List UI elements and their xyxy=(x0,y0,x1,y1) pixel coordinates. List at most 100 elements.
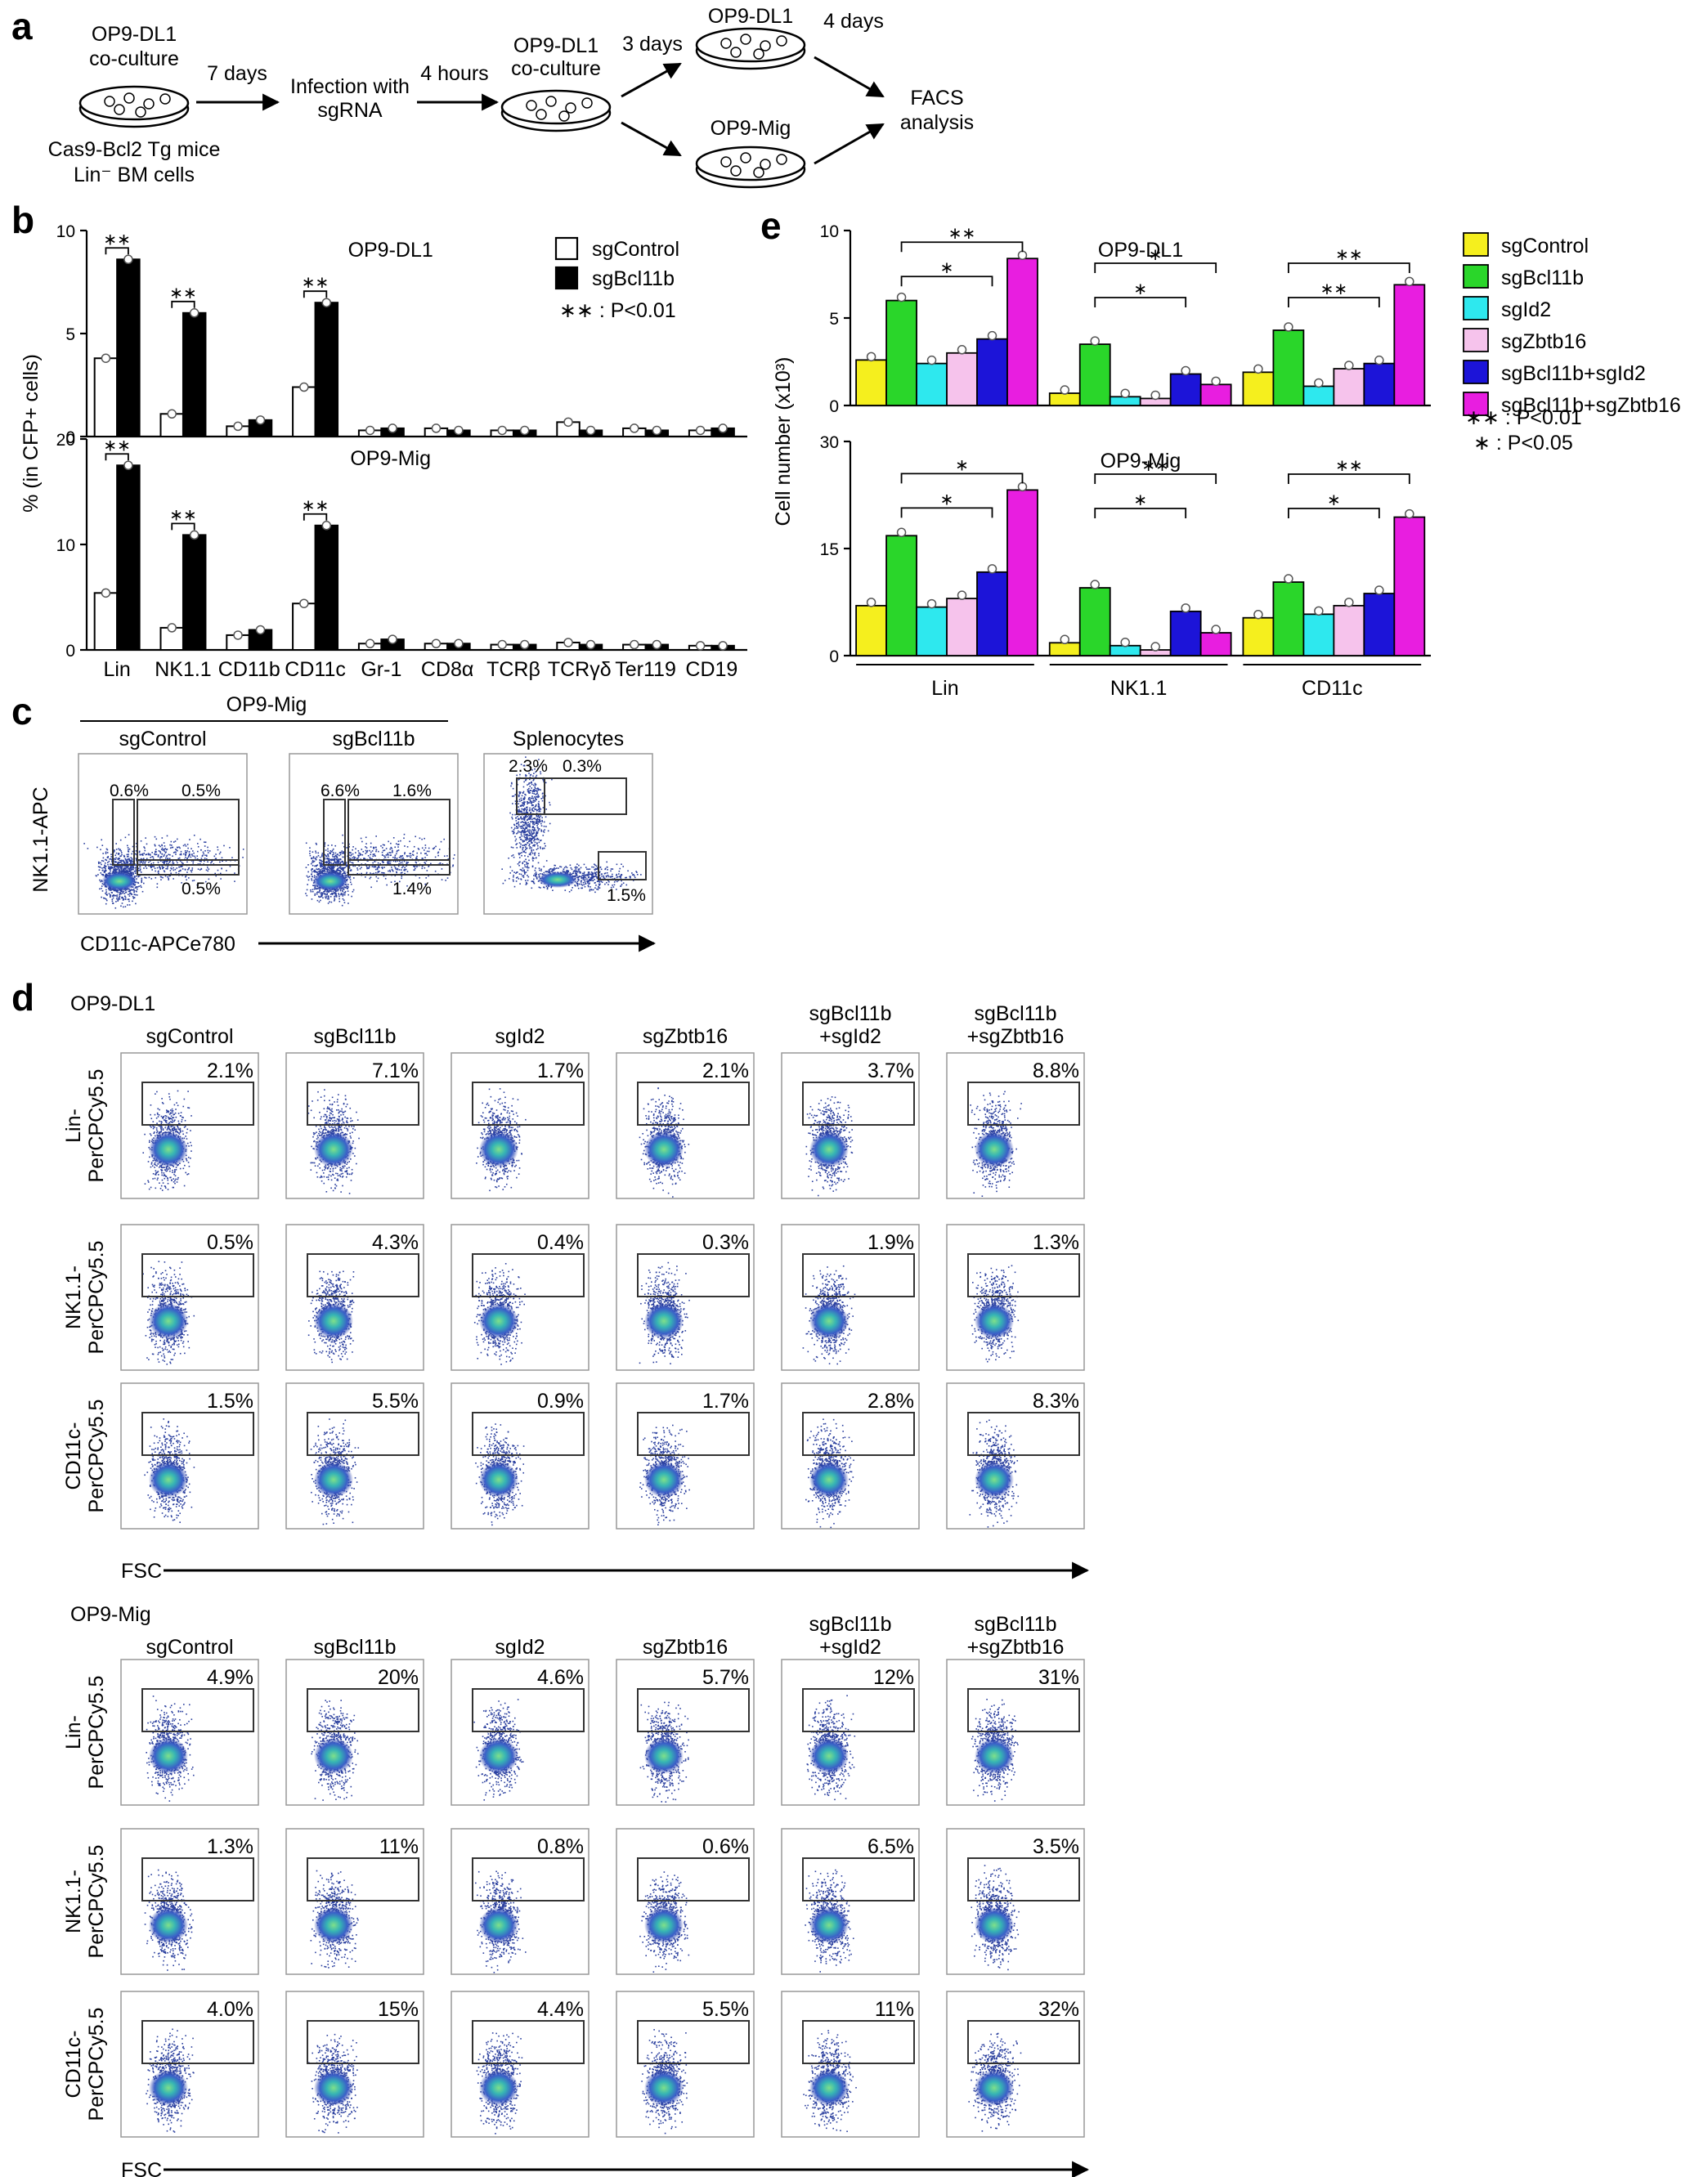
event-dot xyxy=(411,853,414,856)
event-dot xyxy=(531,801,533,803)
event-dot xyxy=(508,857,509,859)
event-dot xyxy=(160,1169,162,1171)
column-title-sgbcl11b: sgBcl11b xyxy=(314,1025,397,1048)
event-dot xyxy=(329,866,331,868)
event-dot xyxy=(539,818,541,821)
event-dot xyxy=(114,865,117,867)
event-dot xyxy=(325,862,328,864)
event-dot xyxy=(155,1129,158,1131)
event-dot xyxy=(528,844,530,847)
event-dot xyxy=(309,854,312,857)
gate-percent-cd11c: 0.5% xyxy=(182,880,221,898)
event-dot xyxy=(108,889,110,891)
event-dot xyxy=(115,861,117,863)
event-dot xyxy=(150,1127,152,1128)
event-dot xyxy=(165,855,168,858)
event-dot xyxy=(527,829,529,831)
event-dot xyxy=(537,768,539,770)
event-dot xyxy=(312,861,315,863)
event-dot xyxy=(415,857,418,859)
event-dot xyxy=(213,863,215,865)
event-dot xyxy=(116,896,119,898)
event-dot xyxy=(532,844,534,847)
event-dot xyxy=(164,1185,166,1187)
event-dot xyxy=(123,870,126,871)
event-dot xyxy=(347,890,349,892)
event-dot xyxy=(535,829,536,831)
event-dot xyxy=(426,850,428,853)
event-dot xyxy=(392,837,395,839)
event-dot xyxy=(204,841,205,843)
significance-stars: ∗∗ xyxy=(302,274,329,292)
event-dot xyxy=(128,867,130,870)
event-dot xyxy=(126,859,128,861)
event-dot xyxy=(531,838,533,840)
event-dot xyxy=(340,868,343,871)
event-dot xyxy=(404,868,406,871)
event-dot xyxy=(174,868,177,871)
event-dot xyxy=(391,868,393,871)
event-dot xyxy=(421,867,424,870)
event-dot xyxy=(132,850,134,853)
event-dot xyxy=(334,856,335,858)
event-dot xyxy=(326,893,329,894)
event-dot xyxy=(523,860,525,862)
event-dot xyxy=(105,859,108,862)
gate-percent-double: 0.3% xyxy=(563,757,602,776)
event-dot xyxy=(160,1121,162,1122)
event-dot xyxy=(105,865,106,867)
event-dot xyxy=(368,867,370,870)
event-dot xyxy=(111,898,114,901)
event-dot xyxy=(526,835,528,837)
event-dot xyxy=(509,812,511,814)
event-dot xyxy=(356,858,359,859)
event-dot xyxy=(370,853,372,856)
event-dot xyxy=(146,853,148,855)
event-dot xyxy=(322,870,324,872)
event-dot xyxy=(139,866,141,868)
event-dot xyxy=(330,870,333,871)
event-dot xyxy=(314,865,316,867)
event-dot xyxy=(577,876,580,878)
event-dot xyxy=(524,839,527,841)
event-dot xyxy=(417,848,419,849)
event-dot xyxy=(530,811,532,813)
event-dot xyxy=(543,886,545,889)
event-dot xyxy=(219,872,222,875)
event-dot xyxy=(159,876,162,878)
arrow-icon xyxy=(621,121,682,157)
event-dot xyxy=(114,894,115,897)
event-dot xyxy=(539,869,540,871)
event-dot xyxy=(177,1178,179,1180)
event-dot xyxy=(536,790,538,792)
event-dot xyxy=(343,902,346,903)
event-dot xyxy=(169,1098,171,1100)
event-dot xyxy=(522,786,525,788)
event-dot xyxy=(347,886,349,889)
event-dot xyxy=(590,871,593,873)
event-dot xyxy=(321,863,322,865)
event-dot xyxy=(102,897,105,899)
event-dot xyxy=(132,861,134,862)
event-dot xyxy=(163,870,165,871)
event-dot xyxy=(537,814,540,817)
event-dot xyxy=(541,817,543,819)
event-dot xyxy=(119,862,122,863)
event-dot xyxy=(111,867,114,869)
event-dot xyxy=(123,869,125,871)
event-dot xyxy=(531,887,533,889)
event-dot xyxy=(534,798,536,800)
event-dot xyxy=(536,817,539,820)
event-dot xyxy=(538,804,540,806)
event-dot xyxy=(150,1113,151,1116)
event-dot xyxy=(535,790,536,791)
event-dot xyxy=(311,869,312,871)
event-dot xyxy=(146,858,148,860)
event-dot xyxy=(523,812,526,814)
event-dot xyxy=(559,866,561,867)
event-dot xyxy=(164,1167,165,1168)
event-dot xyxy=(447,858,450,860)
event-dot xyxy=(184,1119,186,1122)
data-point xyxy=(233,630,243,640)
